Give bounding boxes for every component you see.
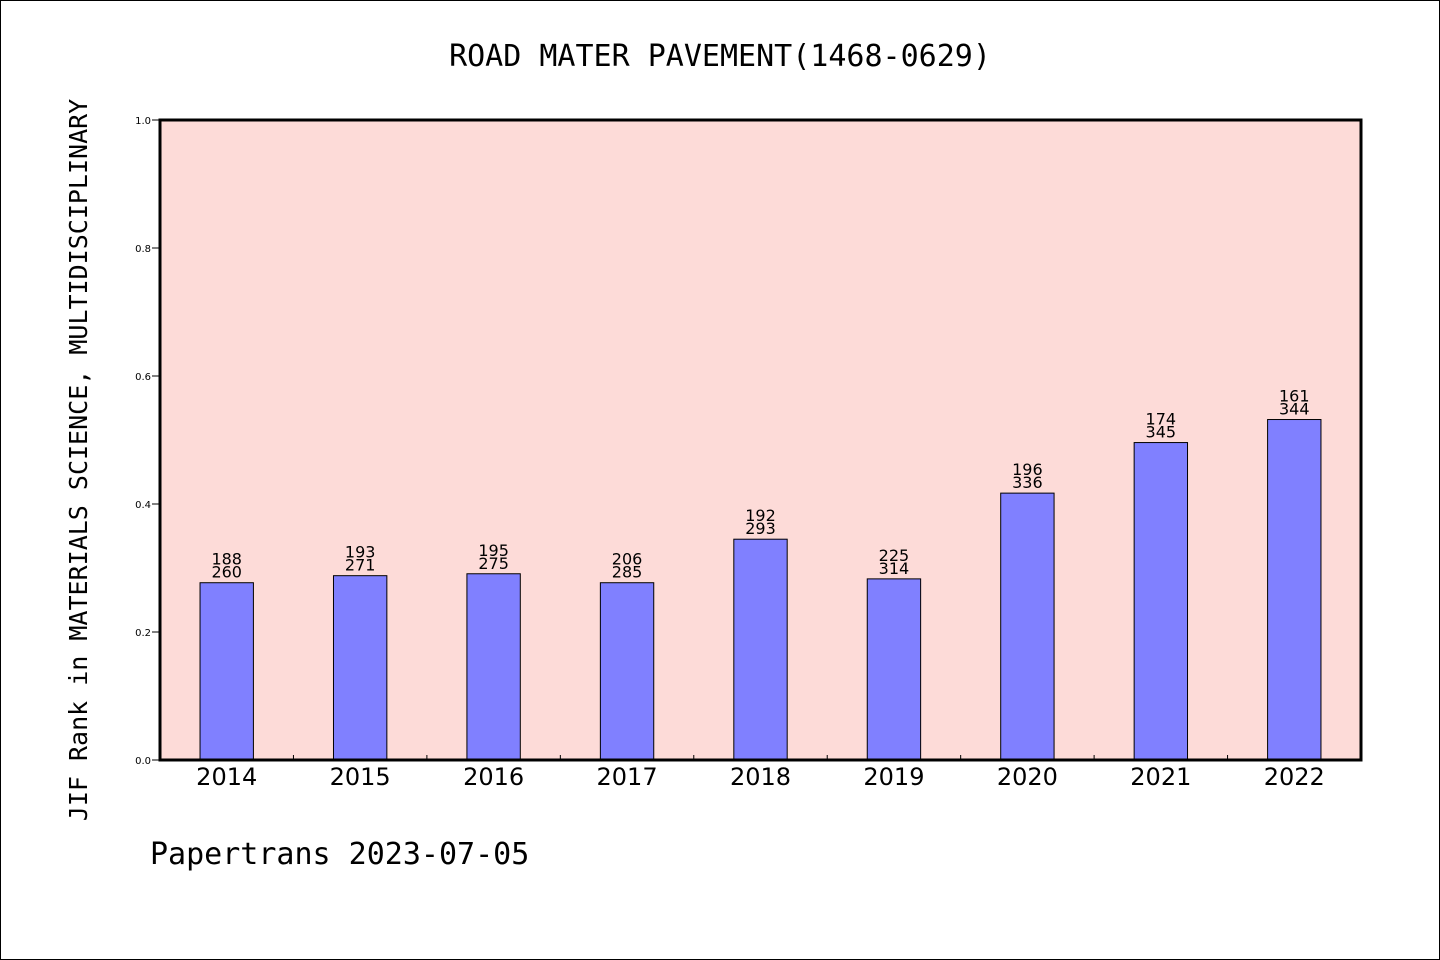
bar-2021	[1133, 442, 1189, 761]
bar-label-bottom: 314	[879, 559, 910, 578]
x-axis: 2014 2015 2016 2017 2018 2019 2020 2021 2022	[196, 755, 1325, 791]
bar-label-top: 174	[1146, 410, 1177, 429]
y-tick-label: 1.0	[135, 116, 151, 127]
y-axis: 0.0 0.2 0.4 0.6 0.8 1.0	[135, 116, 160, 767]
y-tick-label: 0.8	[135, 244, 151, 255]
bar-label-top: 196	[1012, 460, 1043, 479]
bar-label-bottom: 336	[1012, 473, 1043, 492]
bar-label-bottom: 345	[1146, 423, 1177, 442]
plot-border	[158, 118, 1363, 762]
y-tick-label: 0.6	[135, 372, 151, 383]
bar-2017	[599, 582, 655, 761]
bar-label-bottom: 293	[745, 519, 776, 538]
x-tick-label: 2022	[1264, 763, 1325, 791]
x-tick-label: 2014	[196, 763, 257, 791]
x-tick-label: 2021	[1130, 763, 1191, 791]
bar-2016	[466, 573, 521, 761]
bar-label-bottom: 275	[478, 554, 509, 573]
x-tick-label: 2019	[863, 763, 924, 791]
bar-label-bottom: 344	[1279, 400, 1310, 419]
footer-text: Papertrans 2023-07-05	[150, 837, 529, 872]
bar-2020	[1000, 492, 1055, 761]
bar-label-top: 188	[211, 550, 242, 569]
bar-label-bottom: 271	[345, 556, 376, 575]
bars	[199, 419, 1322, 761]
x-tick-label: 2015	[330, 763, 391, 791]
y-tick-label: 0.0	[135, 756, 151, 767]
x-tick-label: 2016	[463, 763, 524, 791]
bar-label-top: 161	[1279, 387, 1310, 406]
chart-title: ROAD MATER PAVEMENT(1468-0629)	[449, 39, 991, 74]
bar-2022	[1267, 419, 1322, 761]
bar-label-top: 192	[745, 506, 776, 525]
bar-label-top: 225	[879, 546, 910, 565]
x-tick-label: 2018	[730, 763, 791, 791]
x-tick-label: 2020	[997, 763, 1058, 791]
bar-2014	[199, 582, 254, 761]
bar-label-top: 193	[345, 543, 376, 562]
bar-label-bottom: 260	[211, 563, 242, 582]
bar-label-bottom: 285	[612, 563, 643, 582]
y-axis-label: JIF Rank in MATERIALS SCIENCE, MULTIDISC…	[64, 99, 93, 821]
y-tick-label: 0.4	[135, 500, 151, 511]
bar-label-top: 195	[478, 541, 509, 560]
bar-label-top: 206	[612, 550, 643, 569]
bar-2015	[332, 575, 388, 761]
y-tick-label: 0.2	[135, 628, 151, 639]
bar-2018	[733, 538, 788, 761]
x-tick-label: 2017	[597, 763, 658, 791]
bar-2019	[866, 578, 922, 761]
